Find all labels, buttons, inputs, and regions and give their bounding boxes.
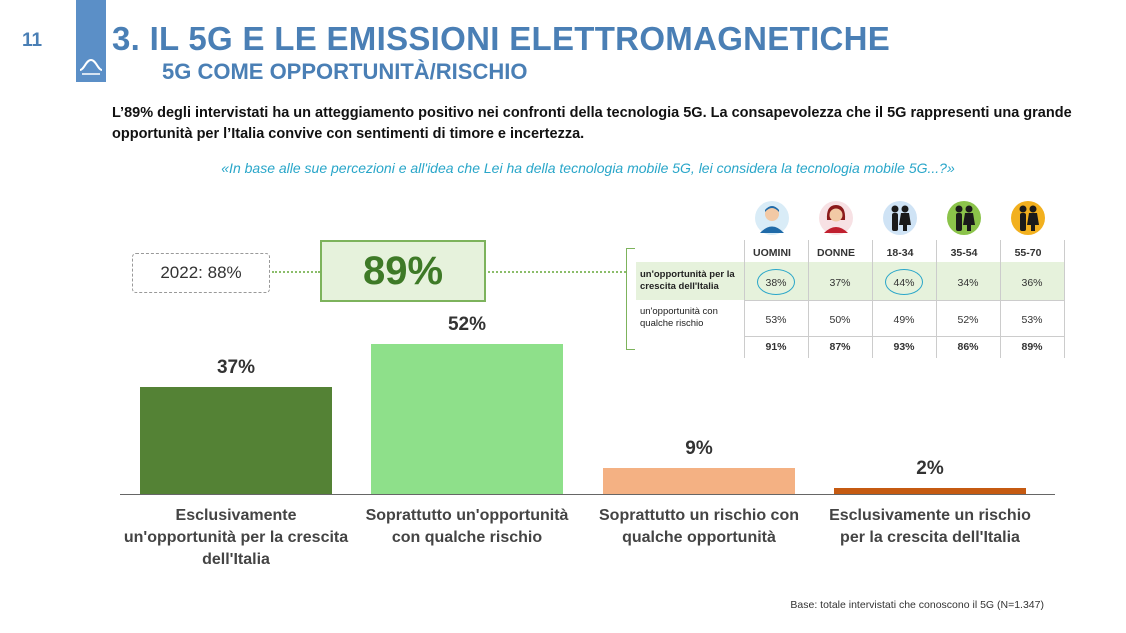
table-divider xyxy=(744,336,1064,337)
bar-value-label: 2% xyxy=(916,458,944,480)
table-cell: 50% xyxy=(829,314,851,326)
row-label: un'opportunità per la crescita dell'Ital… xyxy=(640,269,735,292)
category-label: Esclusivamente un'opportunità per la cre… xyxy=(123,507,349,568)
column-header: UOMINI xyxy=(753,247,791,259)
table-cell: 53% xyxy=(765,314,787,326)
table-cell: 36% xyxy=(1021,277,1043,289)
connector-dots xyxy=(272,271,320,273)
couple-icon xyxy=(880,200,920,236)
table-bracket xyxy=(626,248,635,350)
column-header: DONNE xyxy=(817,247,855,259)
highlight-circle xyxy=(885,269,923,295)
couple-icon xyxy=(944,200,984,236)
table-cell: 44% xyxy=(893,277,915,289)
table-divider xyxy=(872,240,873,358)
previous-year-box: 2022: 88% xyxy=(132,253,270,293)
woman-icon xyxy=(816,200,856,236)
bar-mostly-opportunity xyxy=(371,344,563,494)
highlight-circle xyxy=(757,269,795,295)
base-note: Base: totale intervistati che conoscono … xyxy=(790,599,1044,611)
table-cell: 53% xyxy=(1021,314,1043,326)
logo-icon xyxy=(79,58,103,75)
category-label: Esclusivamente un rischio per la crescit… xyxy=(829,507,1031,546)
bar-value-label: 37% xyxy=(216,357,256,379)
bar-value-label: 9% xyxy=(685,438,713,460)
couple-icon xyxy=(1008,200,1048,236)
table-divider xyxy=(1000,240,1001,358)
category-label: Soprattutto un rischio con qualche oppor… xyxy=(599,507,799,546)
intro-text: L’89% degli intervistati ha un atteggiam… xyxy=(112,105,1072,142)
column-header: 55-70 xyxy=(1014,247,1042,259)
bar-exclusively-risk xyxy=(834,488,1026,494)
table-divider xyxy=(744,240,745,358)
column-header: 18-34 xyxy=(886,247,914,259)
table-divider xyxy=(1064,240,1065,358)
page-number: 11 xyxy=(22,30,43,51)
table-total: 91% xyxy=(765,341,787,353)
page-title: 3. IL 5G E LE EMISSIONI ELETTROMAGNETICH… xyxy=(112,20,891,57)
bar-mostly-risk xyxy=(603,468,795,494)
table-total: 93% xyxy=(893,341,915,353)
breakdown-table: UOMINI DONNE 18-34 35-54 55-70 un'opport… xyxy=(636,200,1065,360)
bar-exclusively-opportunity xyxy=(140,387,332,494)
survey-question: «In base alle sue percezioni e all'idea … xyxy=(221,160,955,176)
title-accent-bar xyxy=(76,0,106,82)
table-cell: 37% xyxy=(829,277,851,289)
table-divider xyxy=(744,300,1064,301)
table-cell: 52% xyxy=(957,314,979,326)
man-icon xyxy=(752,200,792,236)
table-cell: 49% xyxy=(893,314,915,326)
bar-value-label: 52% xyxy=(447,314,487,335)
x-axis-line xyxy=(120,494,1055,495)
category-label: Soprattutto un'opportunità con qualche r… xyxy=(365,507,569,546)
total-positive-box: 89% xyxy=(320,240,486,302)
highlight-row-band xyxy=(636,262,1064,300)
table-divider xyxy=(808,240,809,358)
table-cell: 38% xyxy=(765,277,787,289)
table-total: 86% xyxy=(957,341,979,353)
row-label: un'opportunità con qualche rischio xyxy=(640,306,718,329)
table-total: 87% xyxy=(829,341,851,353)
page-subtitle: 5G COME OPPORTUNITÀ/RISCHIO xyxy=(162,59,528,84)
connector-dots xyxy=(488,271,626,273)
table-cell: 34% xyxy=(957,277,979,289)
table-divider xyxy=(936,240,937,358)
table-total: 89% xyxy=(1021,341,1043,353)
column-header: 35-54 xyxy=(950,247,978,259)
